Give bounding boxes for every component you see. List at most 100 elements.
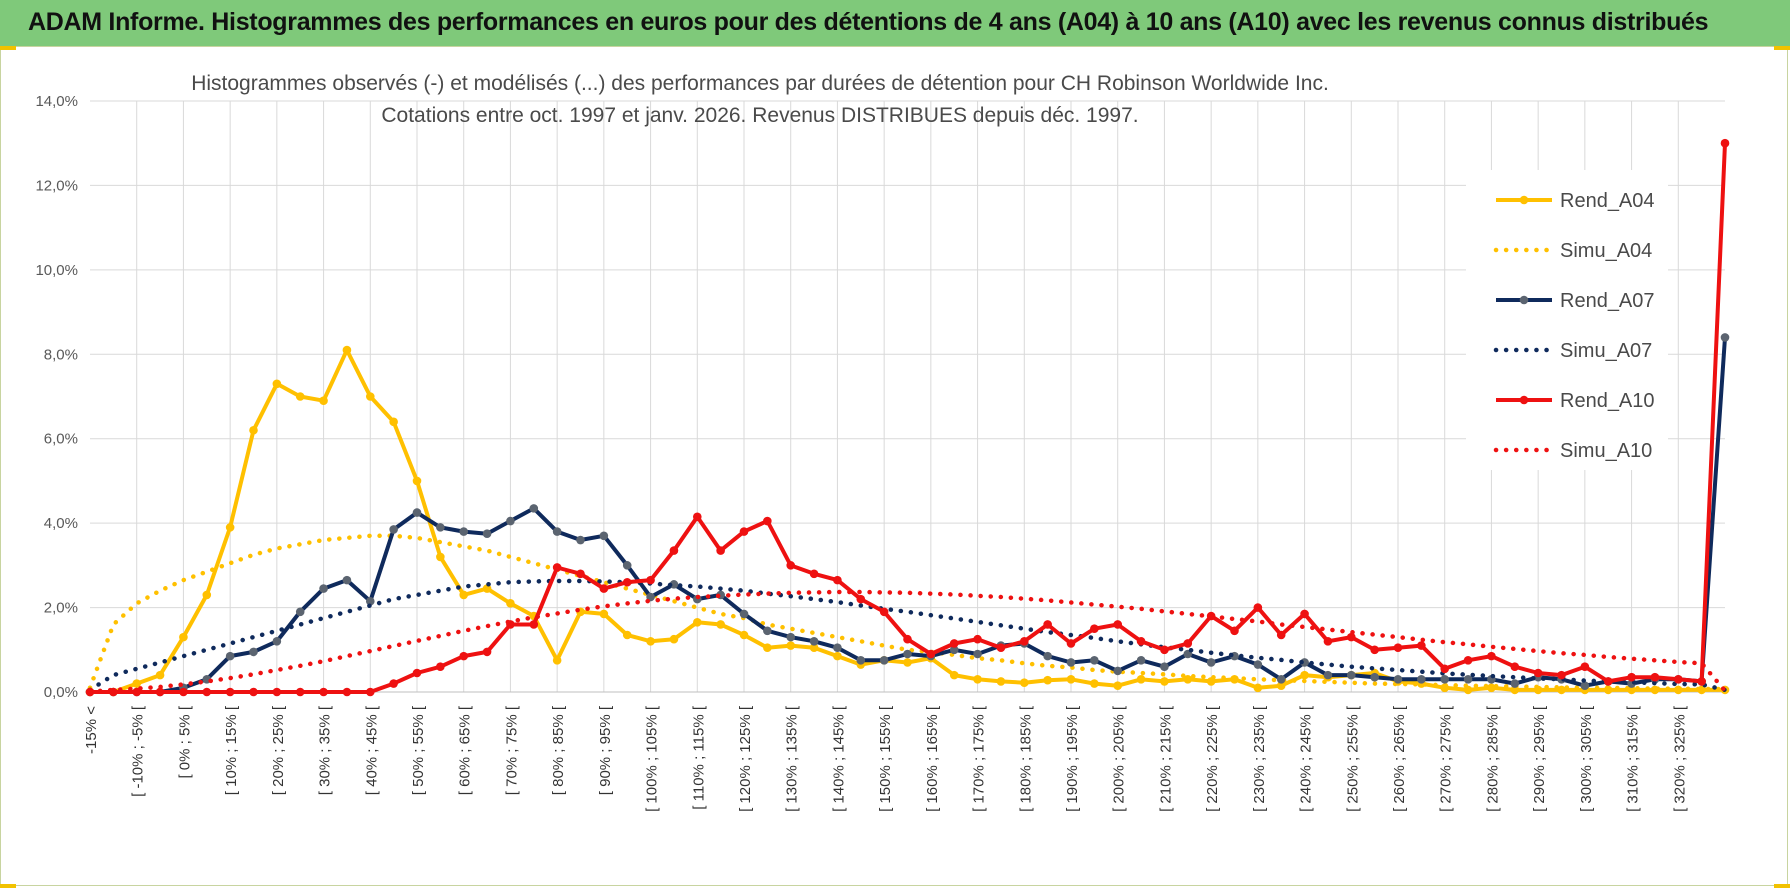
data-point-rend-a04 (1160, 677, 1169, 686)
data-point-rend-a10 (272, 687, 282, 697)
data-point-rend-a10 (1113, 620, 1123, 629)
data-point-rend-a04 (365, 392, 375, 401)
x-tick-label: [ 170% ; 175% [ (971, 705, 988, 812)
data-point-rend-a10 (1066, 639, 1076, 648)
data-point-rend-a04 (506, 599, 515, 608)
data-point-rend-a10 (412, 668, 422, 678)
data-point-rend-a04 (132, 679, 142, 688)
y-tick-label: 6,0% (44, 431, 78, 448)
data-point-rend-a10 (1673, 675, 1683, 684)
x-tick-label: [ 270% ; 275% [ (1438, 705, 1455, 812)
x-tick-label: [ 240% ; 245% [ (1298, 705, 1315, 812)
x-tick-label: [ 190% ; 195% [ (1064, 705, 1081, 812)
data-point-rend-a04 (949, 670, 959, 680)
data-point-rend-a10 (365, 687, 375, 697)
data-point-rend-a07 (272, 637, 282, 646)
data-point-rend-a07 (1090, 656, 1099, 665)
x-tick-label: [ 320% ; 325% [ (1671, 705, 1688, 812)
data-point-rend-a07 (739, 609, 749, 619)
x-tick-label: [ 280% ; 285% [ (1484, 705, 1501, 812)
x-tick-label: [ 60% ; 65% [ (457, 705, 474, 795)
data-point-rend-a10 (1183, 639, 1193, 648)
x-tick-label: [ 0% ; 5% [ (176, 705, 193, 778)
data-point-rend-a10 (319, 687, 328, 697)
data-point-rend-a07 (225, 651, 235, 661)
data-point-rend-a04 (1136, 675, 1146, 684)
data-point-rend-a07 (389, 525, 398, 534)
data-point-rend-a07 (529, 504, 539, 513)
series-line-simu-a10 (87, 589, 1728, 694)
data-point-rend-a10 (1323, 637, 1333, 646)
x-tick-label: [ 100% ; 105% [ (644, 705, 661, 812)
x-tick-label: [ 10% ; 15% [ (223, 705, 240, 795)
x-tick-label: [ 300% ; 305% [ (1578, 705, 1595, 812)
legend-label-simu-a07: Simu_A07 (1560, 340, 1652, 362)
data-point-rend-a10 (599, 584, 609, 593)
data-point-rend-a10 (973, 634, 982, 644)
data-point-rend-a04 (225, 523, 235, 532)
data-point-rend-a10 (1253, 603, 1263, 612)
data-point-rend-a10 (1393, 643, 1403, 652)
series-line-simu-a07 (87, 578, 1728, 693)
x-tick-label: [ 210% ; 215% [ (1157, 705, 1174, 812)
x-tick-label: -15% < (83, 706, 100, 754)
data-point-rend-a04 (389, 417, 398, 427)
data-point-rend-a10 (646, 575, 655, 585)
data-point-rend-a10 (739, 527, 749, 536)
y-tick-label: 10,0% (35, 262, 78, 279)
data-point-rend-a10 (1627, 672, 1636, 682)
data-point-rend-a07 (1580, 681, 1590, 690)
data-point-rend-a10 (949, 639, 959, 648)
data-point-rend-a07 (1160, 662, 1169, 671)
data-point-rend-a04 (1300, 670, 1309, 680)
data-point-rend-a07 (1440, 675, 1450, 684)
data-point-rend-a10 (1136, 637, 1146, 646)
data-point-rend-a07 (786, 632, 796, 642)
data-point-rend-a10 (1160, 645, 1169, 655)
data-point-rend-a10 (1300, 609, 1309, 619)
legend-label-rend-a07: Rend_A07 (1560, 290, 1655, 312)
data-point-rend-a10 (1440, 664, 1450, 674)
data-point-rend-a07 (319, 584, 328, 593)
data-point-rend-a07 (973, 649, 982, 659)
data-point-rend-a04 (1487, 683, 1496, 693)
x-tick-label: [ 120% ; 125% [ (737, 705, 754, 812)
data-point-rend-a10 (786, 561, 796, 570)
x-tick-label: [ 90% ; 95% [ (597, 705, 614, 795)
x-tick-label: [ 290% ; 295% [ (1531, 705, 1548, 812)
data-point-rend-a10 (926, 649, 936, 659)
data-point-rend-a04 (809, 643, 819, 652)
x-tick-label: [ 310% ; 315% [ (1625, 705, 1642, 812)
chart-frame (0, 46, 1788, 886)
data-point-rend-a04 (973, 675, 982, 684)
data-point-rend-a10 (833, 575, 842, 585)
legend-marker-rend-a07 (1519, 295, 1529, 305)
data-point-rend-a04 (202, 590, 212, 600)
y-tick-label: 4,0% (44, 515, 78, 532)
frame-corner-top-right (1774, 46, 1790, 50)
data-point-rend-a04 (482, 584, 492, 593)
data-point-rend-a07 (1206, 658, 1216, 667)
data-point-rend-a04 (692, 618, 702, 627)
data-point-rend-a07 (249, 647, 258, 657)
y-tick-label: 12,0% (35, 177, 78, 194)
data-point-rend-a07 (552, 527, 562, 536)
data-point-rend-a10 (716, 546, 725, 555)
data-point-rend-a10 (389, 679, 398, 688)
x-tick-label: [ 30% ; 35% [ (317, 705, 334, 795)
data-point-rend-a04 (249, 425, 258, 435)
data-point-rend-a10 (622, 577, 632, 587)
data-point-rend-a07 (1066, 658, 1076, 667)
data-point-rend-a07 (482, 529, 492, 538)
data-point-rend-a07 (1510, 679, 1520, 688)
data-point-rend-a04 (1113, 681, 1123, 690)
data-point-rend-a10 (529, 620, 539, 629)
data-point-rend-a07 (1253, 660, 1263, 669)
data-point-rend-a07 (576, 535, 585, 545)
x-tick-label: [ 150% ; 155% [ (877, 705, 894, 812)
legend-marker-rend-a04 (1519, 195, 1529, 205)
x-tick-label: [ 20% ; 25% [ (270, 705, 287, 795)
y-tick-label: 0,0% (44, 684, 78, 701)
y-tick-label: 8,0% (44, 346, 78, 363)
data-point-rend-a07 (809, 637, 819, 646)
